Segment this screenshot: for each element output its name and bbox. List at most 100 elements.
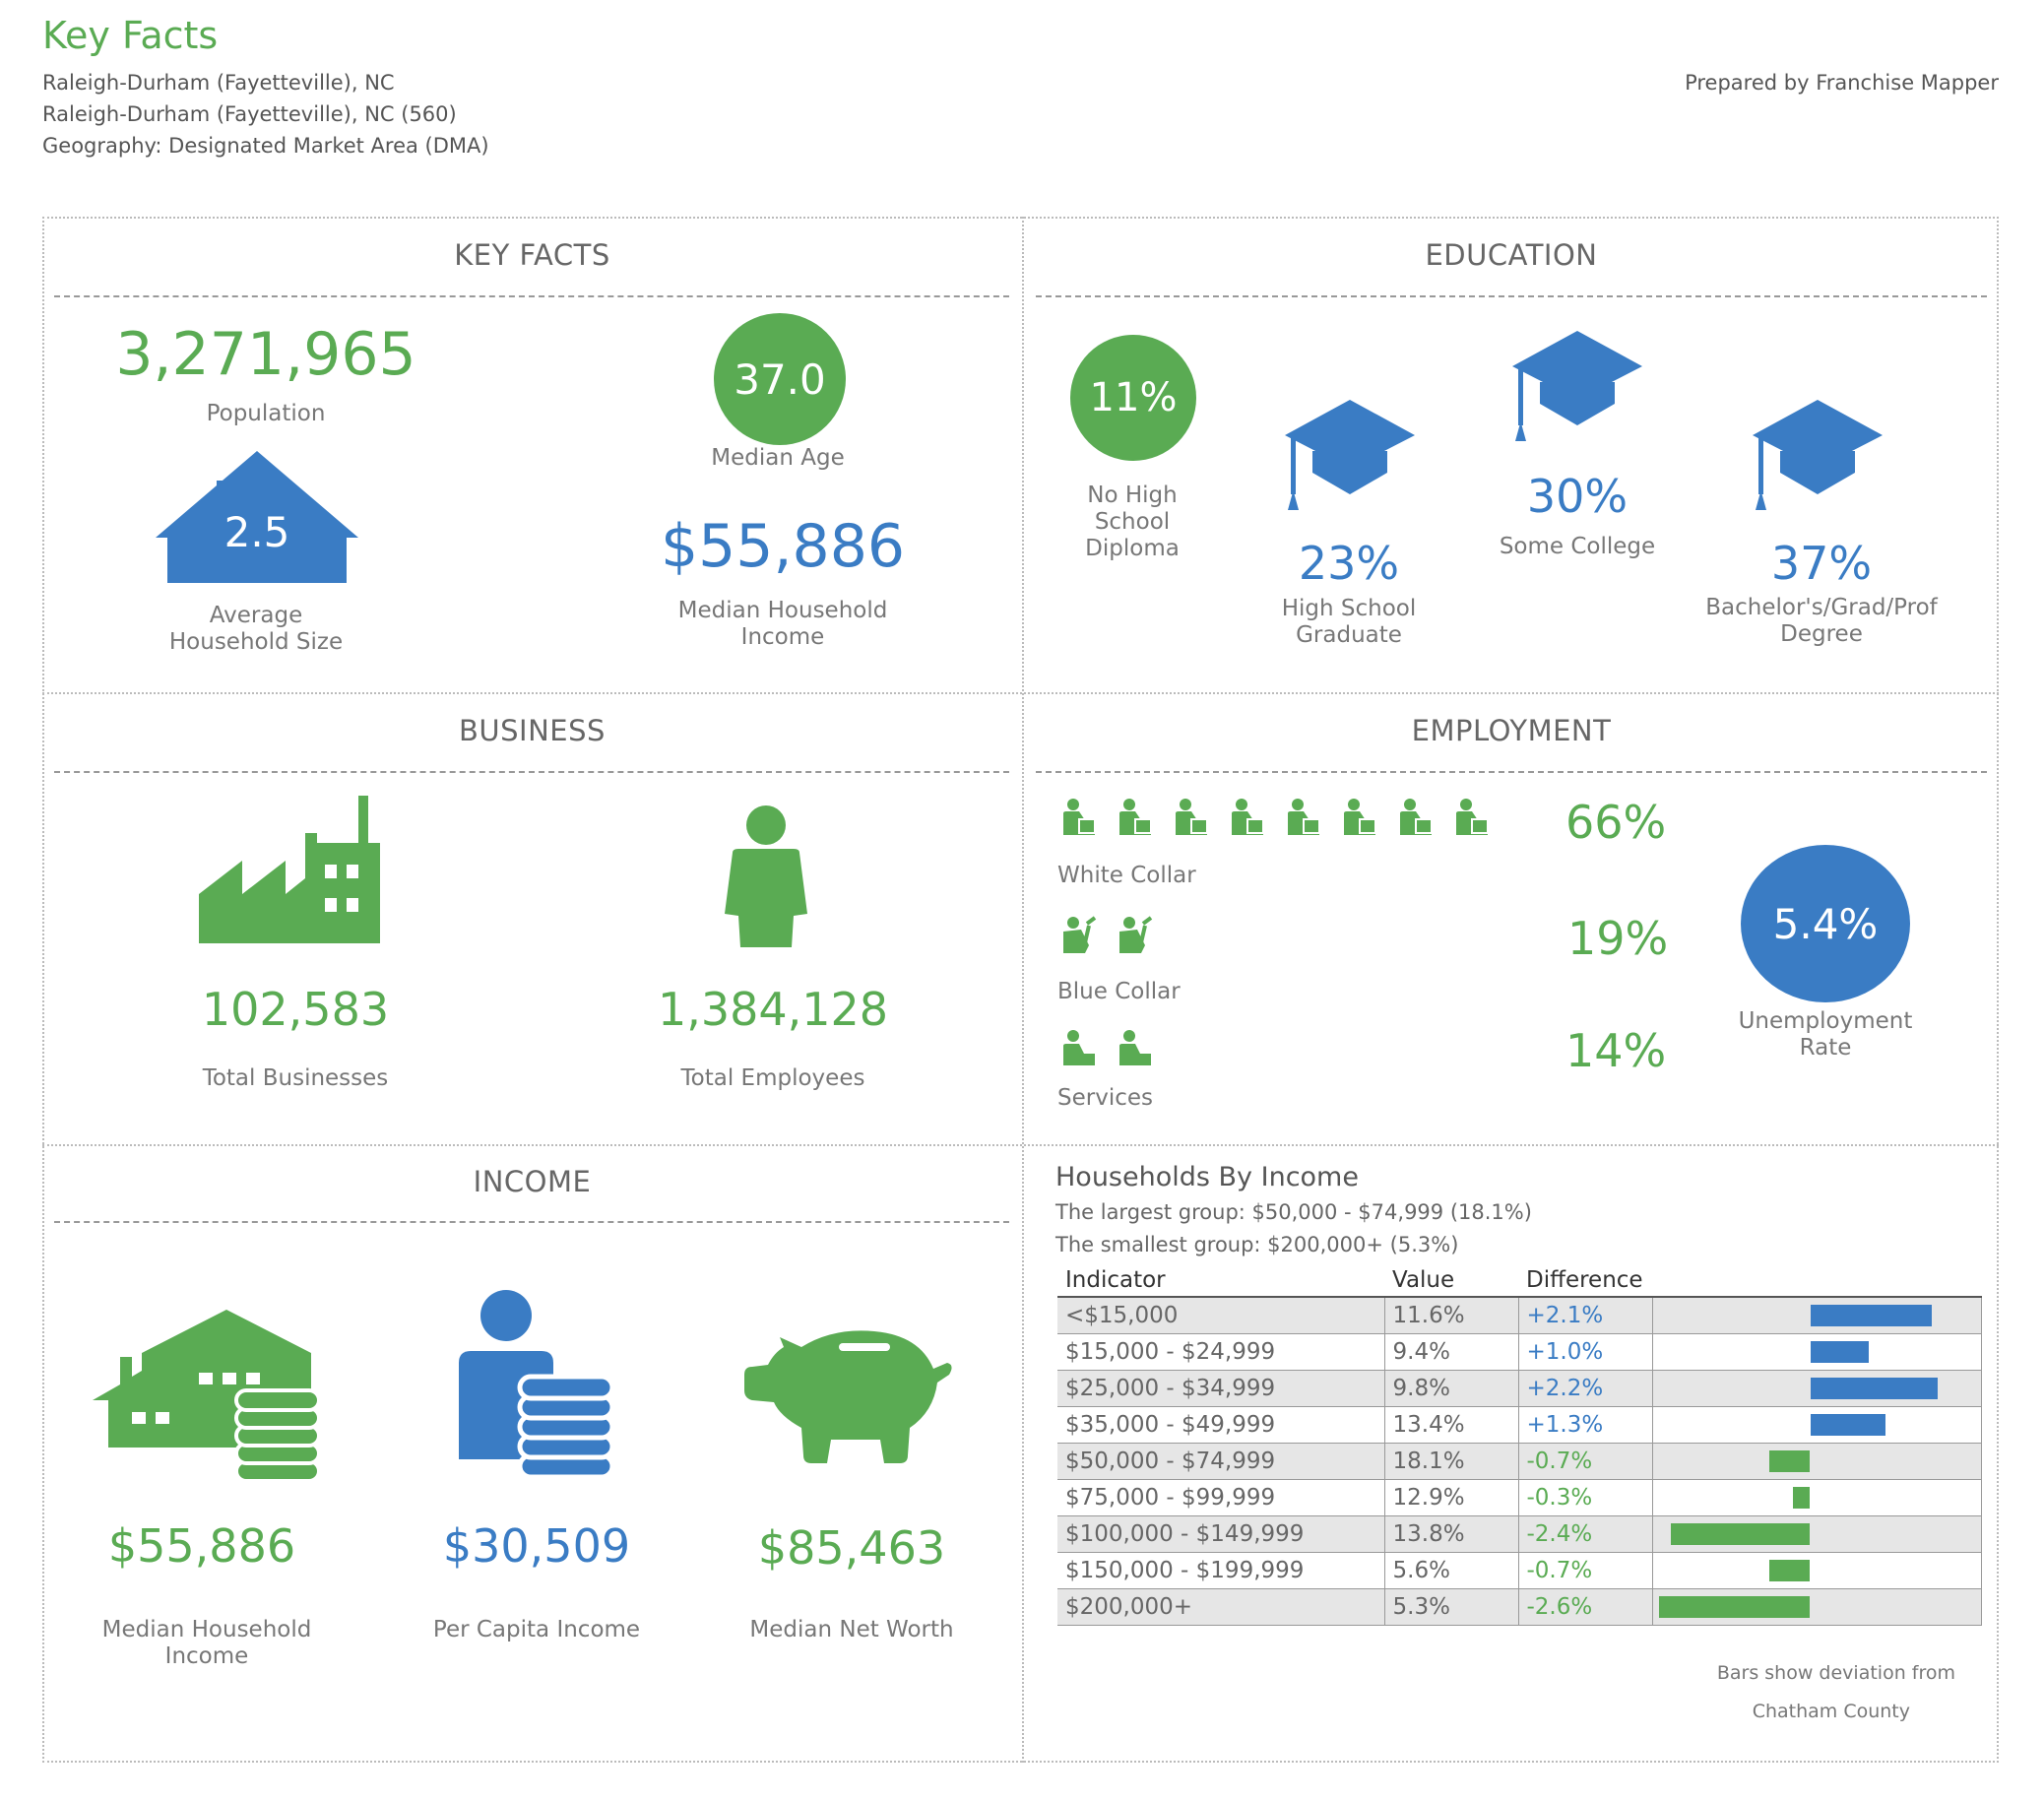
income-range: $200,000+ [1057,1588,1385,1626]
deviation-bar [1659,1596,1811,1618]
unemployment-circle: 5.4% [1741,845,1910,1002]
service-worker-icon [1063,1030,1095,1065]
income-range: $25,000 - $34,999 [1057,1370,1385,1407]
col-indicator: Indicator [1057,1264,1384,1298]
office-worker-icon [1400,799,1433,835]
income-table-body: <$15,000 11.6% +2.1% $15,000 - $24,999 9.4% +… [1057,1297,1982,1626]
deviation-bar-cell [1652,1333,1982,1371]
household-size-value: 2.5 [224,508,290,556]
deviation-bar-cell [1652,1588,1982,1626]
row-divider-2 [42,1144,1999,1146]
business-heading: BUSINESS [459,714,606,747]
table-row: $150,000 - $199,999 5.6% -0.7% [1057,1552,1982,1589]
income-range: $50,000 - $74,999 [1057,1443,1385,1480]
income-difference: +2.2% [1518,1370,1653,1407]
no-hs-value: 11% [1089,375,1178,420]
key-facts-heading: KEY FACTS [454,238,610,272]
table-row: $15,000 - $24,999 9.4% +1.0% [1057,1333,1982,1371]
deviation-bar [1810,1378,1939,1399]
services-label: Services [1057,1085,1153,1111]
income-difference: -0.7% [1518,1552,1653,1589]
graduation-cap-icon [1285,400,1415,510]
median-income-value: $55,886 [660,512,906,581]
unemployment-value: 5.4% [1772,899,1879,948]
white-collar-value: 66% [1565,796,1667,849]
income-difference: -2.4% [1518,1515,1653,1553]
deviation-bar [1792,1487,1811,1509]
bachelors-value: 37% [1770,537,1873,590]
office-worker-icon [1063,799,1096,835]
table-row: $25,000 - $34,999 9.8% +2.2% [1057,1370,1982,1407]
income-rule [54,1221,1009,1223]
income-table: Indicator Value Difference <$15,000 11.6%… [1057,1264,1982,1626]
education-heading: EDUCATION [1425,238,1598,272]
col-difference: Difference [1518,1264,1652,1298]
bachelors-label: Bachelor's/Grad/Prof Degree [1705,595,1938,647]
graduation-cap-icon [1753,400,1883,510]
income-value: 9.4% [1384,1333,1519,1371]
hbi-largest: The largest group: $50,000 - $74,999 (18… [1055,1200,1532,1224]
office-worker-icon [1456,799,1489,835]
white-collar-label: White Collar [1057,863,1196,888]
income-range: $75,000 - $99,999 [1057,1479,1385,1516]
net-worth-value: $85,463 [757,1521,946,1575]
geography-label: Geography: Designated Market Area (DMA) [42,134,489,158]
income-difference: -2.6% [1518,1588,1653,1626]
income-value: 9.8% [1384,1370,1519,1407]
deviation-bar [1810,1414,1886,1436]
income-heading: INCOME [473,1165,592,1198]
house-coins-icon [93,1310,319,1483]
deviation-bar-cell [1652,1406,1982,1444]
col-value: Value [1384,1264,1518,1298]
deviation-bar-cell [1652,1479,1982,1516]
deviation-bar [1810,1305,1933,1326]
office-worker-icon [1119,799,1152,835]
income-value: 13.8% [1384,1515,1519,1553]
blue-collar-value: 19% [1567,912,1669,965]
employment-rule [1036,771,1987,773]
deviation-bar-cell [1652,1443,1982,1480]
income-value: 12.9% [1384,1479,1519,1516]
infographic-frame [42,217,1999,1763]
deviation-bar [1810,1341,1869,1363]
total-employees-label: Total Employees [680,1065,865,1091]
no-hs-circle: 11% [1070,335,1196,461]
laborer-icon [1063,916,1097,953]
per-capita-income-label: Per Capita Income [432,1617,641,1642]
services-value: 14% [1565,1024,1667,1077]
deviation-bar-cell [1652,1515,1982,1553]
per-capita-income-value: $30,509 [442,1519,631,1573]
key-facts-rule [54,295,1009,297]
employment-heading: EMPLOYMENT [1411,714,1612,747]
income-range: $35,000 - $49,999 [1057,1406,1385,1444]
white-collar-icons [1059,798,1508,843]
total-businesses-value: 102,583 [201,983,390,1036]
income-value: 5.6% [1384,1552,1519,1589]
deviation-bar-cell [1652,1297,1982,1334]
hs-label: High School Graduate [1281,596,1417,648]
piggy-bank-icon [744,1330,952,1463]
office-worker-icon [1232,799,1264,835]
house-icon [156,451,358,583]
blue-collar-icons [1059,916,1172,961]
income-difference: -0.3% [1518,1479,1653,1516]
factory-icon [199,796,380,943]
median-age-value: 37.0 [734,354,826,404]
median-age-circle: 37.0 [714,313,846,445]
income-range: $150,000 - $199,999 [1057,1552,1385,1589]
deviation-bar-cell [1652,1552,1982,1589]
col-bar [1652,1264,1981,1298]
income-value: 13.4% [1384,1406,1519,1444]
person-icon [725,805,807,947]
income-difference: +1.3% [1518,1406,1653,1444]
deviation-bar [1769,1560,1811,1581]
total-businesses-label: Total Businesses [202,1065,389,1091]
deviation-bar [1670,1523,1811,1545]
table-row: $100,000 - $149,999 13.8% -2.4% [1057,1515,1982,1553]
column-divider [1022,217,1024,1763]
median-income-label: Median Household Income [677,598,888,650]
person-coins-icon [459,1290,614,1477]
office-worker-icon [1176,799,1208,835]
market-name: Raleigh-Durham (Fayetteville), NC [42,71,395,95]
education-rule [1036,295,1987,297]
